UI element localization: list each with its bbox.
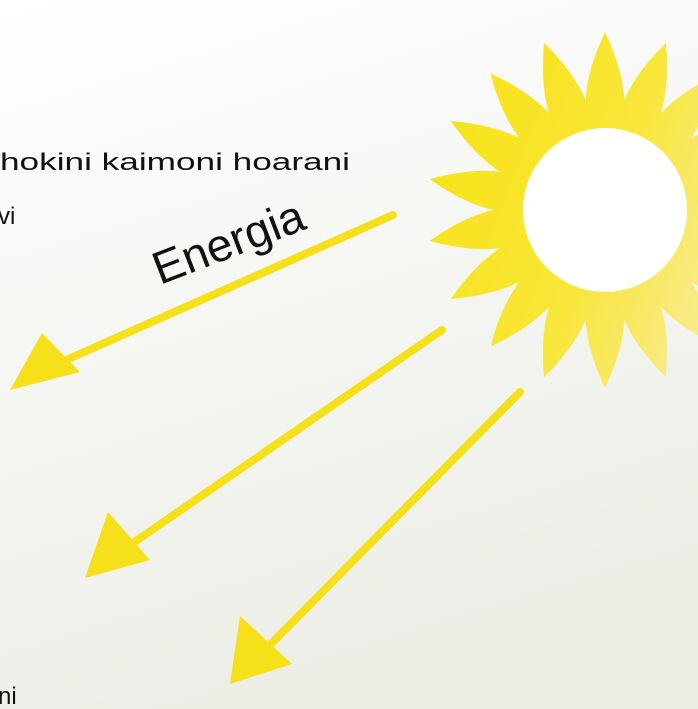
sun-core (523, 128, 687, 292)
body-text: ni (0, 683, 17, 709)
page: hokini kaimoni hoarani vi Energia ni (()… (0, 0, 698, 709)
diagram: hokini kaimoni hoarani vi Energia ni (0, 0, 698, 709)
body-text: vi (0, 203, 15, 230)
body-text: hokini kaimoni hoarani (0, 149, 350, 176)
